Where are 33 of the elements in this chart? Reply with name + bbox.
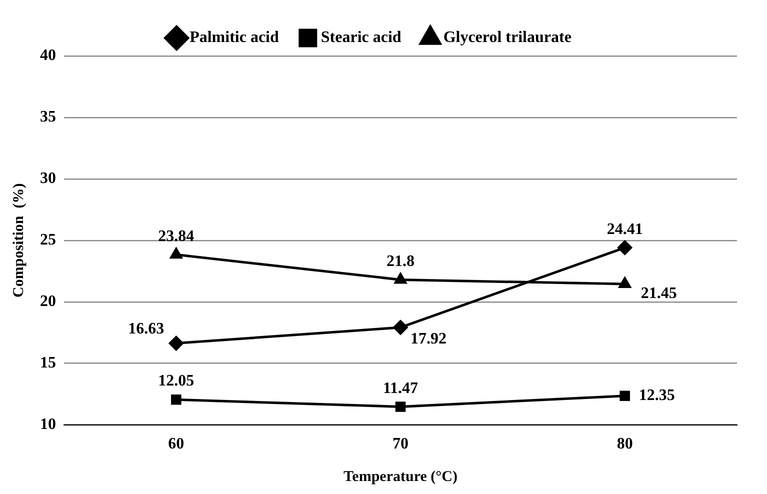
data-label: 11.47	[382, 380, 418, 397]
y-tick-label: 15	[40, 354, 56, 372]
legend-label: Glycerol trilaurate	[443, 29, 572, 46]
point	[171, 394, 182, 405]
x-tick-label: 80	[616, 436, 633, 453]
x-tick-label: 70	[392, 436, 408, 453]
point	[168, 336, 184, 351]
data-label: 17.92	[410, 330, 446, 348]
legend-label: Palmitic acid	[190, 29, 279, 46]
y-tick-label: 35	[40, 108, 56, 126]
point	[620, 390, 630, 402]
data-label: 23.84	[158, 228, 194, 245]
data-label: 16.63	[128, 320, 164, 338]
point	[395, 402, 406, 412]
data-label: 21.8	[386, 252, 414, 270]
y-tick-label: 30	[40, 170, 56, 188]
point	[393, 320, 408, 335]
y-tick-label: 40	[40, 47, 56, 64]
data-label: 12.35	[638, 387, 675, 404]
point	[170, 248, 182, 259]
data-label: 12.05	[158, 372, 194, 390]
x-tick-label: 60	[168, 436, 184, 453]
y-axis-title: Composition (%)	[10, 183, 27, 298]
point	[618, 240, 632, 255]
x-axis-title: Temperature (°C)	[344, 468, 458, 485]
point	[618, 277, 631, 288]
data-label: 24.41	[606, 220, 643, 238]
y-tick-label: 20	[40, 293, 56, 310]
y-tick-label: 25	[40, 232, 56, 249]
y-tick-label: 10	[40, 416, 56, 433]
legend-label: Stearic acid	[320, 29, 402, 46]
data-label: 21.45	[640, 285, 677, 302]
point	[394, 272, 407, 284]
